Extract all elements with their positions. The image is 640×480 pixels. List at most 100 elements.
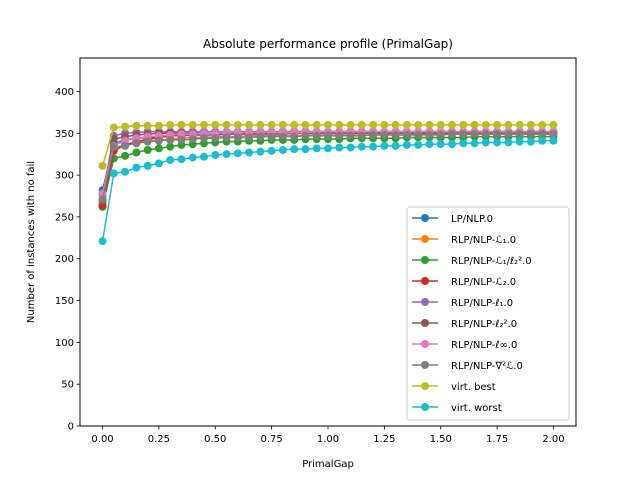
data-point xyxy=(493,130,502,139)
x-tick-label: 0.00 xyxy=(91,434,113,445)
data-point xyxy=(324,120,332,129)
legend-item: RLP/NLP-ℒ₂.0 xyxy=(412,277,516,288)
data-point xyxy=(154,159,163,168)
data-point xyxy=(481,120,490,129)
data-point xyxy=(121,122,130,131)
data-point xyxy=(335,120,344,129)
y-tick-label: 400 xyxy=(55,87,74,98)
y-tick-label: 200 xyxy=(55,254,74,265)
y-tick-label: 150 xyxy=(55,296,74,307)
data-point xyxy=(154,136,163,145)
data-point xyxy=(177,130,186,139)
legend-item: LP/NLP.0 xyxy=(412,214,493,225)
data-point xyxy=(335,131,344,140)
y-tick-label: 50 xyxy=(61,380,74,391)
data-point xyxy=(267,132,276,141)
data-point xyxy=(369,120,378,129)
data-point xyxy=(414,120,423,129)
data-point xyxy=(312,131,321,140)
data-point xyxy=(481,130,490,139)
legend-label: virt. worst xyxy=(451,403,502,414)
legend-item: RLP/NLP-∇²ℒ.0 xyxy=(412,361,523,372)
data-point xyxy=(245,148,254,157)
data-point xyxy=(222,150,231,159)
legend-label: LP/NLP.0 xyxy=(451,214,493,225)
legend-point-marker xyxy=(421,277,429,285)
data-point xyxy=(200,120,208,129)
data-point xyxy=(538,120,547,129)
data-point xyxy=(222,133,231,142)
x-tick-label: 0.75 xyxy=(261,434,283,445)
data-point xyxy=(436,140,445,149)
data-point xyxy=(312,144,321,153)
legend-box xyxy=(406,206,570,421)
x-tick-label: 0.25 xyxy=(148,434,170,445)
data-point xyxy=(549,120,558,129)
data-point xyxy=(132,163,141,172)
data-point xyxy=(324,131,332,140)
data-point xyxy=(188,153,197,162)
data-point xyxy=(121,167,130,176)
data-point xyxy=(448,140,456,149)
data-point xyxy=(335,143,344,152)
data-point xyxy=(143,146,152,154)
data-point xyxy=(380,120,389,129)
legend-label: virt. best xyxy=(451,382,496,393)
data-point xyxy=(436,130,445,139)
data-point xyxy=(470,130,479,139)
data-point xyxy=(402,120,411,129)
data-point xyxy=(448,130,456,139)
data-point xyxy=(211,134,220,143)
legend-label: RLP/NLP-ℓ₁.0 xyxy=(451,298,513,309)
data-point xyxy=(109,142,118,151)
data-point xyxy=(109,123,118,132)
x-tick-label: 1.25 xyxy=(373,434,395,445)
x-tick-label: 1.75 xyxy=(486,434,508,445)
data-point xyxy=(301,120,310,129)
data-point xyxy=(504,130,513,139)
data-point xyxy=(538,136,547,145)
data-point xyxy=(504,120,513,129)
data-point xyxy=(188,135,197,144)
data-point xyxy=(222,120,231,129)
data-point xyxy=(121,151,130,160)
data-point xyxy=(154,144,163,153)
chart-title: Absolute performance profile (PrimalGap) xyxy=(203,37,453,51)
legend-label: RLP/NLP-ℓ∞.0 xyxy=(451,340,517,351)
data-point xyxy=(278,120,287,129)
data-point xyxy=(481,138,490,147)
legend-point-marker xyxy=(421,382,429,390)
data-point xyxy=(515,130,524,139)
data-point xyxy=(357,120,366,129)
legend-point-marker xyxy=(421,340,429,348)
legend-point-marker xyxy=(421,361,429,369)
data-point xyxy=(549,136,558,145)
legend-point-marker xyxy=(421,403,429,411)
data-point xyxy=(549,130,558,139)
data-point xyxy=(301,145,310,154)
legend-item: RLP/NLP-ℒ₁.0 xyxy=(412,235,516,246)
data-point xyxy=(380,130,389,139)
data-point xyxy=(278,146,287,154)
legend-label: RLP/NLP-∇²ℒ.0 xyxy=(451,361,523,372)
y-tick-label: 0 xyxy=(68,422,74,433)
data-point xyxy=(211,120,220,129)
data-point xyxy=(414,130,423,139)
data-point xyxy=(177,155,186,164)
data-point xyxy=(346,120,355,129)
x-axis-ticks: 0.00 0.25 0.50 0.75 1.00 1.25 1.50 1.75 2.00 xyxy=(91,426,565,445)
data-point xyxy=(143,137,152,146)
data-point xyxy=(98,237,107,246)
y-axis-label: Number of instances with no fail xyxy=(26,161,37,323)
data-point xyxy=(414,140,423,149)
data-point xyxy=(470,139,479,148)
y-tick-label: 250 xyxy=(55,212,74,223)
legend-item: RLP/NLP-ℓ₁.0 xyxy=(412,298,513,309)
data-point xyxy=(267,120,276,129)
data-point xyxy=(538,130,547,139)
data-point xyxy=(346,131,355,140)
series-layer xyxy=(98,120,558,246)
data-point xyxy=(380,141,389,150)
data-point xyxy=(233,120,242,129)
